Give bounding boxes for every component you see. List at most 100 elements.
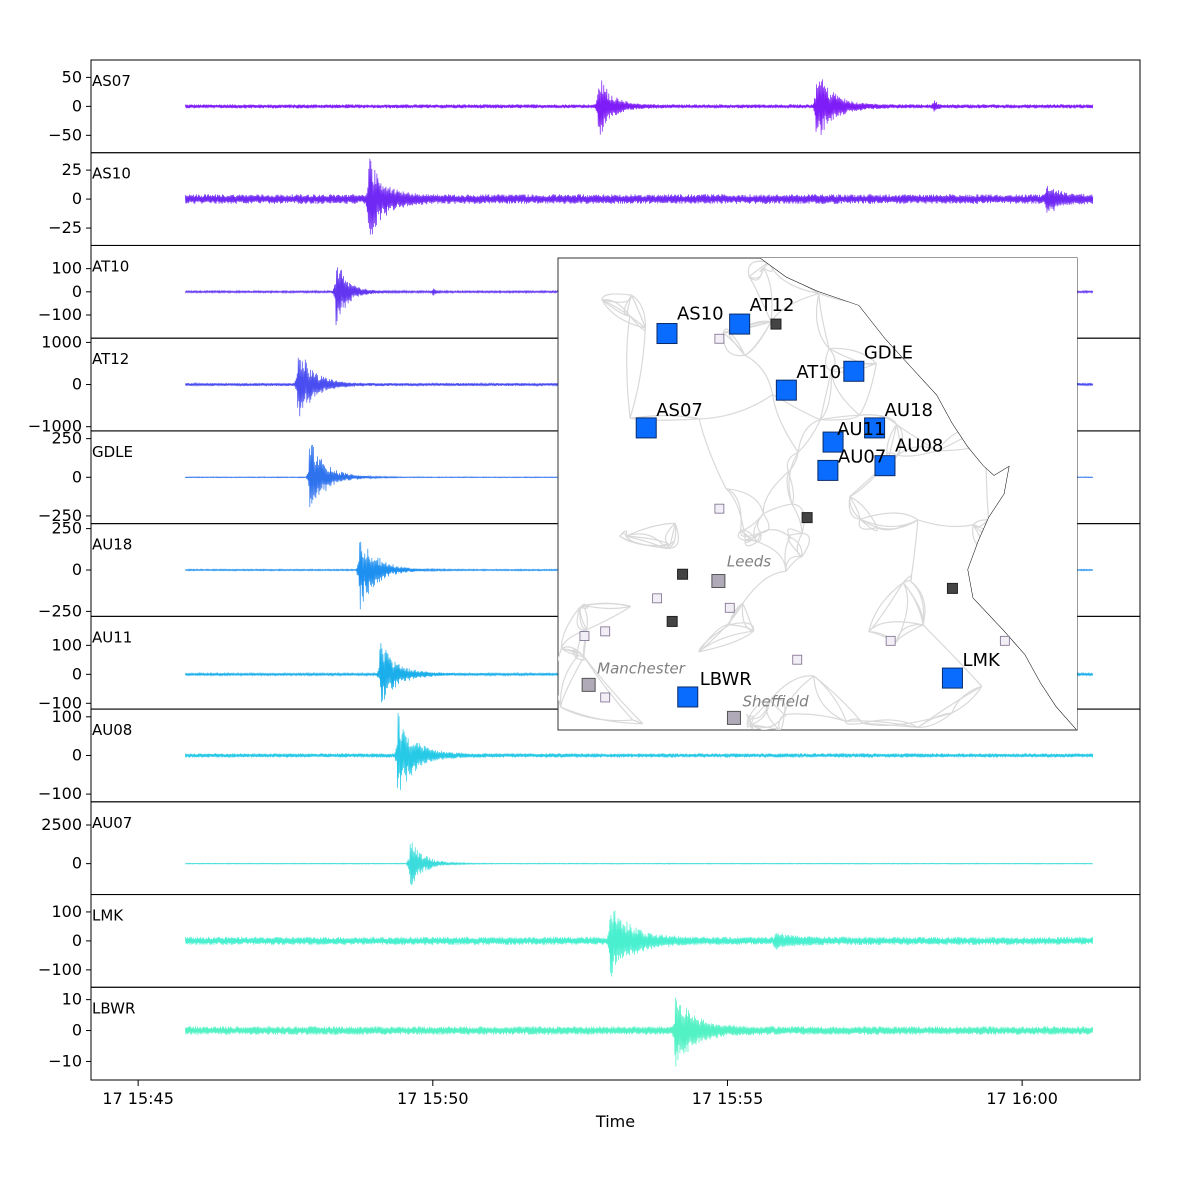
road (769, 675, 815, 702)
map-station-label: LMK (962, 650, 1001, 671)
road (765, 700, 780, 730)
road (750, 700, 771, 726)
road (779, 714, 785, 730)
network-marker (600, 626, 611, 637)
road (740, 529, 758, 543)
road (825, 348, 832, 371)
road (560, 706, 633, 722)
road (725, 488, 746, 541)
station-marker-as10 (656, 323, 678, 345)
waveform-as07 (184, 79, 1094, 135)
station-label: AS10 (92, 165, 131, 183)
road (698, 630, 754, 653)
road (579, 604, 589, 609)
road (631, 294, 646, 329)
waveform-au07 (185, 842, 1094, 886)
y-tick-label: 0 (72, 282, 82, 301)
road (951, 685, 983, 714)
station-marker-au07 (817, 459, 839, 481)
road (558, 648, 562, 708)
station-label: AU11 (92, 628, 132, 646)
map-station-label: LBWR (700, 669, 752, 690)
road (750, 724, 780, 730)
y-tick-label: 0 (72, 745, 82, 764)
x-tick-label: 17 16:00 (986, 1089, 1058, 1108)
road (846, 720, 919, 728)
road (747, 698, 771, 718)
station-label: AU07 (92, 814, 132, 832)
network-marker (946, 582, 958, 594)
city-marker (726, 710, 741, 725)
road (922, 624, 983, 687)
road (951, 685, 982, 714)
road (741, 603, 754, 632)
road (601, 299, 646, 329)
road (601, 293, 632, 301)
waveform-lbwr (184, 997, 1094, 1067)
road (746, 713, 752, 725)
road (559, 657, 577, 708)
network-marker (724, 602, 735, 613)
road (862, 719, 919, 728)
y-tick-label: −100 (38, 960, 82, 979)
road (750, 714, 785, 728)
road (583, 656, 634, 721)
y-tick-label: 100 (51, 635, 82, 654)
road (560, 656, 585, 708)
y-tick-label: 0 (72, 375, 82, 394)
road (849, 496, 878, 529)
station-label: GDLE (92, 443, 133, 461)
road (813, 675, 847, 722)
road (917, 519, 974, 528)
road (757, 541, 787, 572)
road (626, 315, 631, 419)
sea (760, 258, 1077, 730)
y-tick-label: −100 (38, 693, 82, 712)
road (582, 604, 588, 630)
panel-au07: 2500 0 AU07 (41, 801, 1141, 896)
road (859, 414, 898, 425)
y-tick-label: 0 (72, 931, 82, 950)
city-label: Manchester (597, 659, 686, 677)
y-tick-label: −10 (48, 1051, 82, 1070)
road (669, 523, 676, 546)
road (917, 685, 983, 728)
road (819, 370, 833, 421)
road (737, 530, 746, 541)
map-station-label: AU07 (838, 446, 886, 467)
road (876, 519, 919, 531)
network-marker (714, 333, 725, 344)
x-tick-label: 17 15:50 (397, 1089, 469, 1108)
map-station-label: GDLE (864, 342, 913, 363)
road (868, 582, 904, 633)
map-station-label: AS07 (656, 400, 703, 421)
network-marker (677, 568, 689, 580)
road (744, 532, 762, 543)
y-tick-label: 0 (72, 854, 82, 873)
road (582, 604, 631, 610)
network-marker (770, 318, 782, 330)
station-label: AU18 (92, 536, 132, 554)
road (858, 519, 878, 530)
road (742, 570, 786, 604)
road (601, 295, 633, 303)
y-tick-label: 0 (72, 664, 82, 683)
y-tick-label: 250 (51, 429, 82, 448)
y-tick-label: 0 (72, 96, 82, 115)
road (818, 293, 830, 349)
road (796, 532, 803, 558)
road (828, 348, 836, 371)
road (561, 648, 579, 659)
network-marker (600, 692, 611, 703)
road (858, 363, 877, 416)
road (801, 532, 811, 558)
y-tick-label: −100 (38, 305, 82, 324)
road (632, 719, 644, 725)
road (786, 471, 793, 505)
road (813, 675, 864, 724)
road (868, 582, 904, 632)
station-label: AT12 (92, 350, 129, 368)
road (816, 293, 830, 349)
network-marker (652, 593, 663, 604)
road (560, 629, 587, 649)
